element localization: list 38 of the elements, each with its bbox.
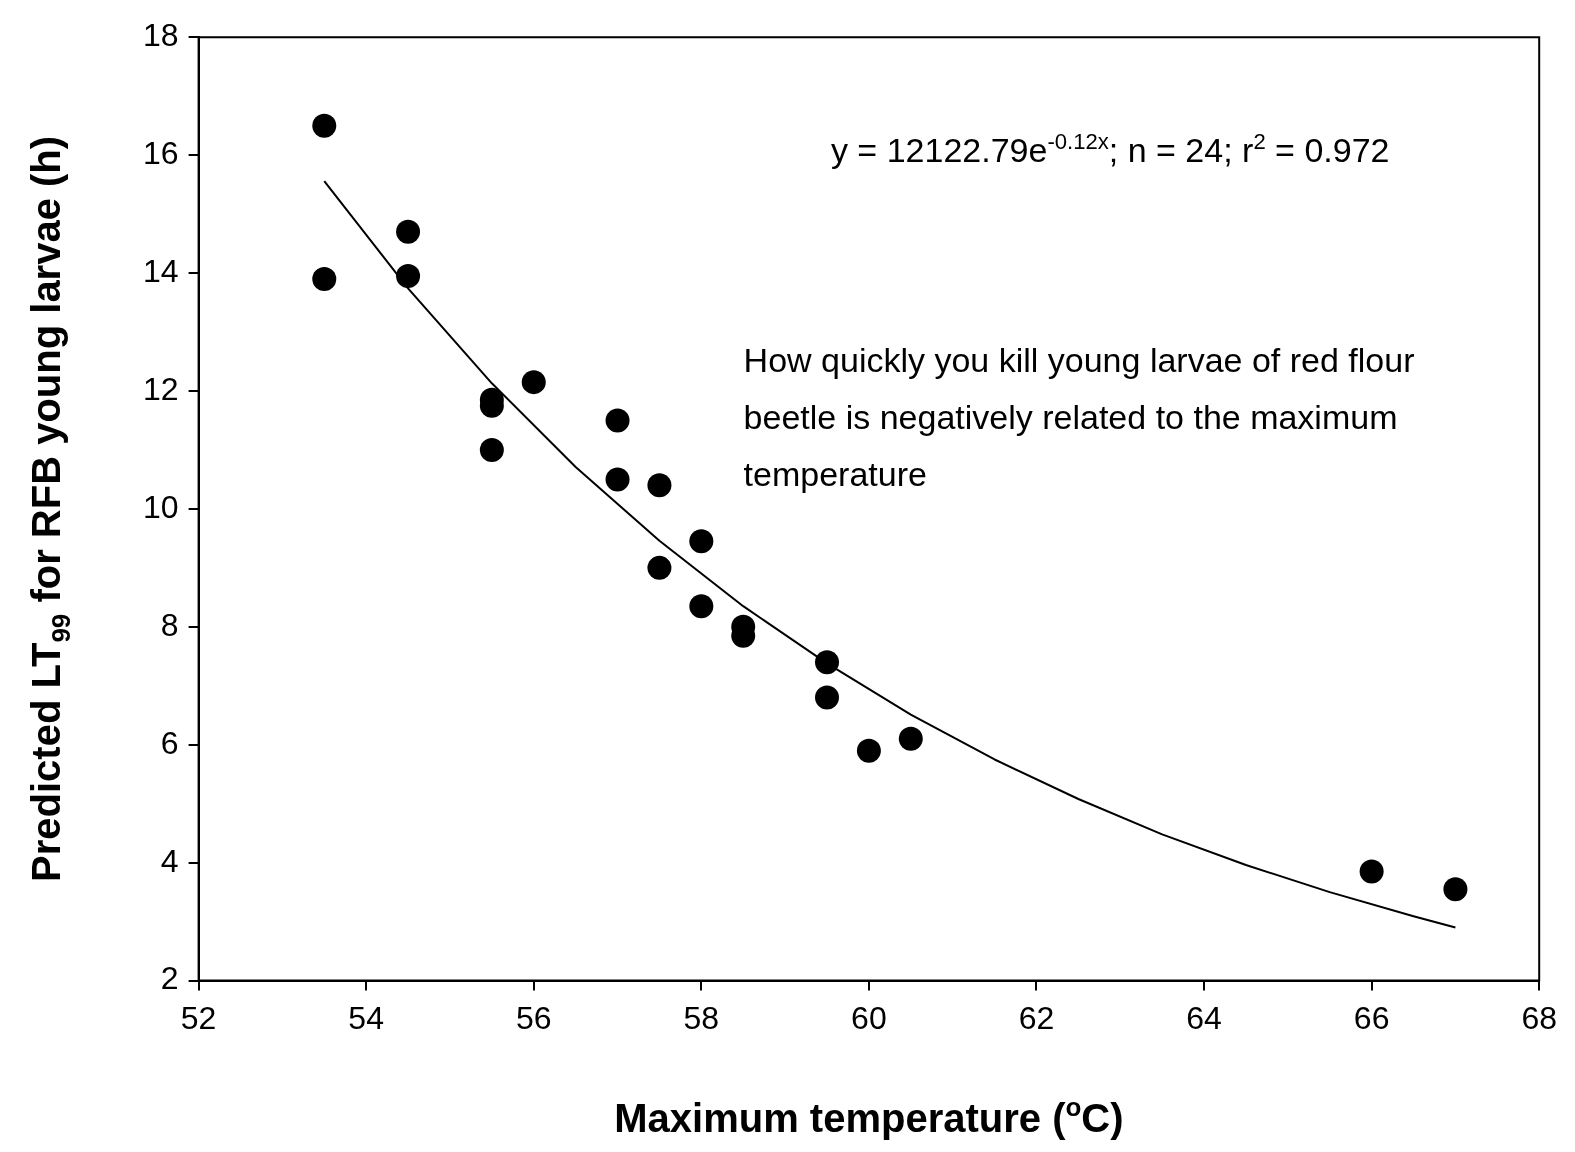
point (479, 437, 504, 462)
point (396, 264, 421, 288)
x-tick-label: 66 (1353, 999, 1390, 1036)
y-tick-label: 14 (143, 252, 179, 289)
point (521, 370, 546, 395)
x-tick-label: 68 (1521, 999, 1557, 1036)
y-tick-label: 16 (143, 134, 179, 171)
y-tick-label: 12 (143, 370, 179, 407)
point (605, 408, 630, 433)
x-tick-label: 58 (683, 999, 720, 1036)
point (1443, 877, 1468, 902)
x-tick-label: 54 (348, 999, 384, 1036)
point (689, 529, 714, 554)
point (815, 650, 839, 675)
point (396, 219, 421, 244)
x-tick-label: 56 (515, 999, 552, 1036)
y-tick-label: 8 (160, 606, 179, 643)
annotation: How quickly you kill young larvae of red flour beetle is negatively related to the maximum temperature (743, 341, 1415, 494)
point (647, 555, 672, 580)
point (898, 726, 923, 751)
point (312, 266, 337, 291)
y-tick-label: 2 (160, 960, 179, 997)
x-tick-label: 62 (1018, 999, 1055, 1036)
point (647, 473, 672, 498)
x-tick-label: 60 (851, 999, 887, 1036)
x-tick-label: 64 (1186, 999, 1222, 1036)
y-tick-label: 4 (160, 842, 179, 879)
y-tick-label: 6 (160, 724, 179, 761)
point (1359, 859, 1384, 884)
x-tick-label: 52 (180, 999, 217, 1036)
y-axis-title: Predicted LT99 for RFB young larvae (h) (24, 135, 76, 882)
y-tick-label: 10 (143, 488, 179, 525)
point (815, 685, 839, 710)
point (605, 467, 630, 492)
point (689, 594, 714, 619)
point (312, 113, 337, 138)
y-tick-label: 18 (143, 17, 179, 54)
point (856, 738, 881, 763)
